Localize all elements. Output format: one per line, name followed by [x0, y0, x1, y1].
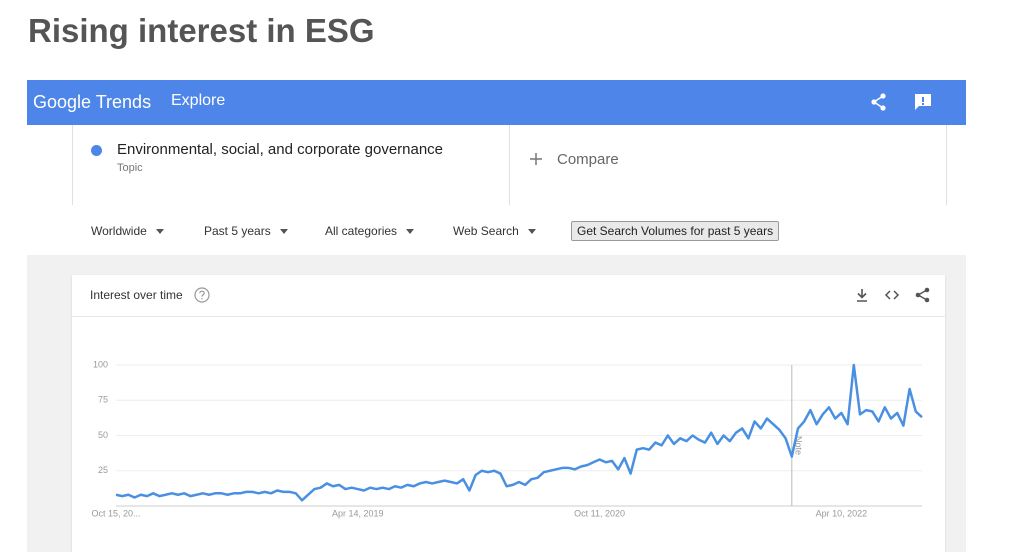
filter-dropdown[interactable]: All categories	[325, 224, 414, 238]
filter-dropdown[interactable]: Web Search	[453, 224, 536, 238]
y-tick-label: 100	[93, 359, 108, 369]
brand[interactable]: Google Trends	[33, 92, 152, 112]
share-icon[interactable]	[869, 92, 889, 112]
x-tick-label: Apr 10, 2022	[816, 508, 868, 518]
download-icon[interactable]	[854, 287, 870, 303]
separator	[72, 316, 945, 317]
series-dot	[91, 145, 102, 156]
annotation-label: Note	[793, 436, 803, 455]
page-title: Rising interest in ESG	[28, 12, 375, 49]
term-type: Topic	[117, 162, 143, 174]
filter-dropdown[interactable]: Past 5 years	[204, 224, 288, 238]
filter-dropdown[interactable]: Worldwide	[91, 224, 164, 238]
compare[interactable]: Compare	[557, 151, 619, 168]
share-icon[interactable]	[914, 286, 932, 304]
y-tick-label: 50	[98, 430, 108, 440]
line	[115, 363, 923, 502]
x-tick-label: Oct 15, 20...	[91, 508, 140, 518]
y-tick-label: 25	[98, 465, 108, 475]
x-tick-label: Oct 11, 2020	[574, 508, 625, 518]
help-icon[interactable]	[193, 286, 211, 304]
search-card: Environmental, social, and corporate gov…	[72, 125, 947, 205]
volume-button[interactable]: Get Search Volumes for past 5 years	[571, 221, 780, 241]
header-bar: Google Trends Explore	[27, 80, 966, 125]
nav-explore[interactable]: Explore	[171, 92, 226, 109]
divider	[509, 125, 510, 205]
y-tick-label: 75	[98, 395, 108, 405]
x-tick-label: Apr 14, 2019	[332, 508, 384, 518]
search-term[interactable]: Environmental, social, and corporate gov…	[117, 141, 444, 158]
plus-icon[interactable]	[529, 152, 543, 166]
chart-title: Interest over time	[90, 288, 183, 302]
embed-icon[interactable]	[884, 287, 900, 303]
feedback-icon[interactable]	[913, 92, 933, 112]
